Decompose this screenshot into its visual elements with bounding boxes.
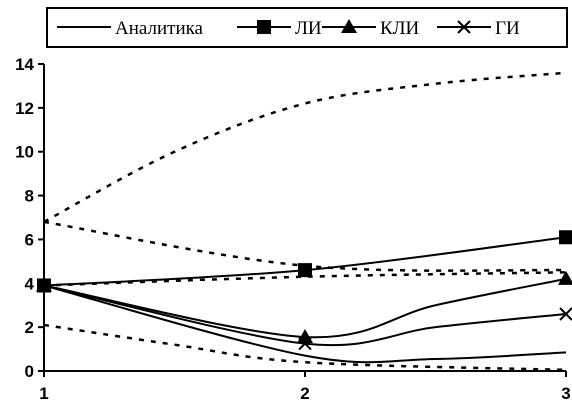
- series-2-line: [43, 236, 567, 287]
- dashed-bound-4: [43, 323, 567, 372]
- legend-label: ЛИ: [295, 18, 322, 39]
- dashed-bound-1: [43, 71, 567, 223]
- y-tick-label: 2: [25, 318, 34, 337]
- y-tick-label: 6: [25, 230, 34, 249]
- legend-label: КЛИ: [380, 18, 420, 39]
- y-tick-label: 0: [25, 362, 34, 381]
- series-4-marker-stroke-b: [559, 307, 572, 321]
- series-4-marker: [37, 278, 51, 293]
- series-2-marker: [298, 263, 312, 278]
- series-3-marker: [558, 270, 572, 285]
- legend: Аналитика ЛИ КЛИ ГИ: [46, 7, 568, 48]
- y-tick-label: 4: [25, 274, 35, 293]
- y-tick-label: 12: [15, 99, 34, 118]
- legend-marker: [341, 19, 357, 33]
- series-4-marker-stroke-b: [298, 336, 312, 351]
- legend-item-4: ГИ: [437, 18, 520, 39]
- legend-item-1: Аналитика: [57, 18, 204, 39]
- y-tick-label: 10: [15, 143, 34, 162]
- series-4-marker: [559, 307, 572, 321]
- series-4-line: [43, 284, 567, 347]
- x-tick-label: 2: [300, 384, 309, 403]
- legend-items: Аналитика ЛИ КЛИ ГИ: [57, 18, 520, 39]
- series-4-marker-stroke-b: [37, 278, 51, 293]
- x-tick-label: 1: [39, 384, 48, 403]
- y-tick-label: 14: [15, 55, 34, 74]
- legend-marker: [257, 20, 271, 34]
- series-1-line: [43, 284, 567, 364]
- legend-item-3: КЛИ: [322, 18, 420, 39]
- y-tick-label: 8: [25, 187, 34, 206]
- series-2-marker: [559, 230, 572, 245]
- legend-marker-stroke-b: [457, 20, 471, 34]
- legend-label: ГИ: [495, 18, 520, 39]
- legend-marker: [457, 20, 471, 34]
- series-3-line: [43, 277, 567, 339]
- x-tick-label: 3: [561, 384, 570, 403]
- legend-label: Аналитика: [115, 18, 204, 39]
- legend-item-2: ЛИ: [237, 18, 322, 39]
- series-4-marker: [298, 336, 312, 351]
